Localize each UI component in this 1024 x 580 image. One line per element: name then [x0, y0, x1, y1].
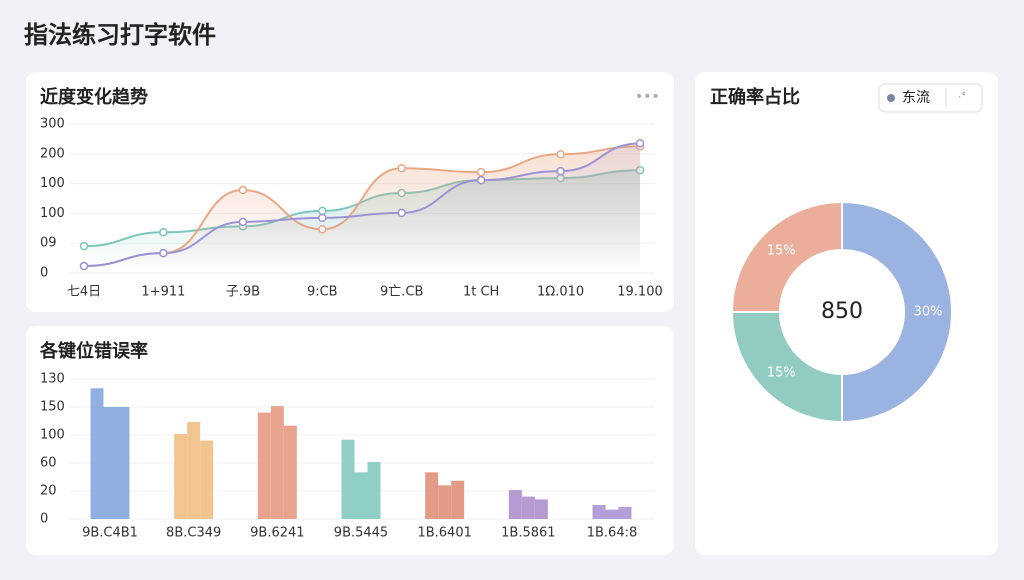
x-tick-label: 9B.5445 [334, 526, 388, 541]
center-label: 850 [821, 299, 863, 324]
chart-title: 各键位错误率 [39, 340, 148, 362]
point [397, 208, 406, 218]
x-tick-label: 19.100 [617, 285, 663, 300]
bar [521, 496, 535, 519]
y-tick-label: 09 [40, 236, 57, 251]
bar [367, 462, 381, 519]
x-tick-label: 七4日 [67, 285, 101, 300]
point [318, 213, 327, 223]
legend-dot [887, 94, 895, 102]
y-tick-label: 100 [40, 206, 65, 221]
point [635, 139, 645, 148]
y-tick-label: 0 [40, 512, 48, 527]
slice [730, 311, 843, 424]
value-label: 30% [914, 305, 943, 320]
card [695, 72, 998, 555]
point [159, 228, 168, 237]
x-tick-label: 9B.C4B1 [82, 526, 138, 541]
bar [174, 434, 188, 519]
x-tick-label: 9B.6241 [250, 526, 304, 541]
chart-title: 近度变化趋势 [40, 86, 148, 108]
slice [730, 200, 843, 313]
x-tick-label: 9:CB [307, 285, 338, 300]
bar [200, 440, 214, 519]
y-tick-label: 200 [40, 146, 65, 161]
y-tick-label: 100 [40, 428, 65, 443]
point [79, 241, 89, 251]
bar [592, 505, 606, 519]
bar [534, 499, 548, 519]
bar [618, 506, 632, 519]
x-tick-label: 1B.5861 [501, 526, 555, 541]
x-tick-label: 1B.6401 [417, 526, 471, 541]
x-tick-label: 1Ω.010 [537, 285, 584, 300]
point [79, 261, 89, 271]
bar [425, 472, 439, 519]
y-tick-label: 150 [40, 400, 65, 415]
x-tick-label: 1B.64:8 [587, 526, 638, 541]
value-label: 15% [767, 365, 796, 380]
point [238, 217, 248, 227]
slice [841, 200, 953, 424]
y-tick-label: 130 [40, 372, 65, 387]
bar [451, 480, 465, 519]
y-tick-label: 100 [40, 176, 65, 191]
point [476, 175, 486, 185]
line [83, 142, 641, 268]
bar [341, 439, 355, 519]
x-tick-label: 8B.C349 [166, 526, 221, 541]
bar [103, 407, 117, 519]
bar [508, 490, 522, 519]
y-tick-label: 60 [40, 456, 57, 471]
bar [438, 485, 452, 519]
bar [187, 421, 201, 519]
chart-title: 正确率占比 [710, 86, 800, 108]
area [84, 143, 640, 273]
bar [354, 472, 368, 519]
point [397, 163, 406, 173]
page-title: 指法练习打字软件 [24, 21, 216, 49]
bar [257, 412, 271, 519]
x-tick-label: 9亡.CB [380, 285, 423, 300]
bar [283, 425, 297, 519]
bar [270, 406, 284, 519]
y-tick-label: 0 [40, 266, 48, 281]
x-tick-label: 1+911 [141, 285, 185, 300]
legend-box[interactable] [878, 83, 983, 113]
bar [116, 407, 130, 519]
point [556, 150, 565, 159]
point [159, 248, 168, 258]
point [476, 167, 486, 177]
point [556, 166, 565, 176]
value-label: 15% [767, 244, 796, 259]
bar [90, 388, 104, 519]
x-tick-label: 1t CH [463, 285, 499, 300]
toggle-icon[interactable]: ᐧ˂ [958, 91, 966, 104]
more-icon[interactable]: ••• [635, 89, 660, 105]
bar [605, 509, 619, 519]
y-tick-label: 300 [40, 117, 65, 132]
y-tick-label: 20 [40, 484, 57, 499]
line [83, 145, 641, 268]
point [318, 206, 327, 216]
point [238, 185, 248, 195]
x-tick-label: 子.9B [226, 285, 260, 300]
legend-label: 东流 [902, 90, 930, 106]
